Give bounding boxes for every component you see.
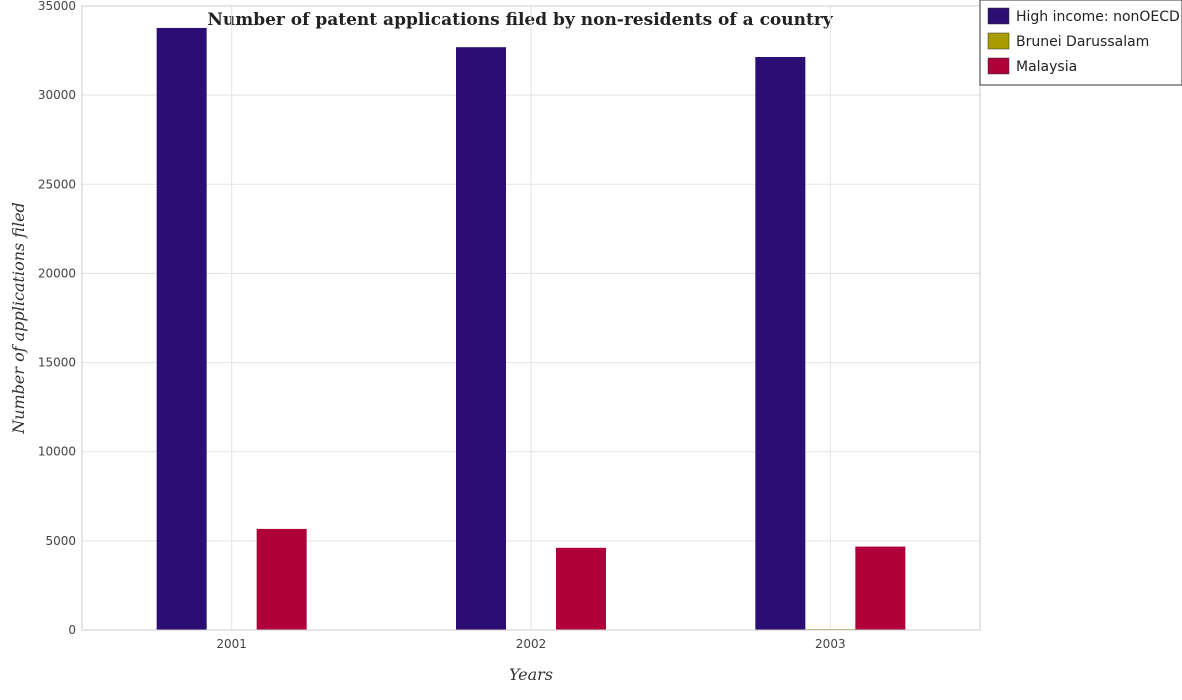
legend-entry: High income: nonOECD: [1016, 9, 1180, 25]
x-tick-label: 2001: [216, 637, 247, 651]
y-tick-label: 20000: [38, 266, 76, 280]
y-tick-label: 0: [68, 623, 76, 637]
chart-title: Number of patent applications filed by n…: [207, 10, 833, 30]
legend: High income: nonOECD Brunei Darussalam Mal…: [979, 0, 1182, 86]
y-tick-label: 10000: [38, 445, 76, 459]
y-tick-label: 25000: [38, 177, 76, 191]
x-tick-label: 2003: [815, 637, 846, 651]
legend-swatch: [987, 57, 1010, 75]
legend-entry: Brunei Darussalam: [1016, 34, 1149, 50]
y-tick-labels: 0 5000 10000 15000 20000 25000 30000 35000: [38, 0, 76, 637]
x-axis-label: Years: [509, 665, 553, 684]
y-tick-label: 35000: [38, 0, 76, 13]
grid-lines: [82, 5, 980, 631]
bar-high-income-nonoecd-2001: [156, 27, 207, 631]
y-axis-label: Number of applications filed: [9, 202, 28, 435]
y-tick-label: 30000: [38, 88, 76, 102]
bar-high-income-nonoecd-2003: [755, 56, 806, 630]
legend-swatch: [987, 32, 1010, 50]
legend-entry: Malaysia: [1016, 59, 1077, 75]
bar-malaysia-2001: [256, 528, 307, 630]
y-tick-label: 15000: [38, 356, 76, 370]
bars: [156, 27, 906, 631]
bar-high-income-nonoecd-2002: [456, 47, 506, 630]
legend-box: [979, 0, 1182, 86]
x-tick-label: 2002: [516, 637, 547, 651]
y-tick-label: 5000: [45, 534, 76, 548]
legend-swatch: [987, 7, 1010, 25]
plot-frame: [81, 5, 981, 631]
bar-malaysia-2002: [556, 547, 606, 630]
bar-malaysia-2003: [855, 546, 906, 630]
x-tick-labels: 2001 2002 2003: [216, 637, 845, 651]
